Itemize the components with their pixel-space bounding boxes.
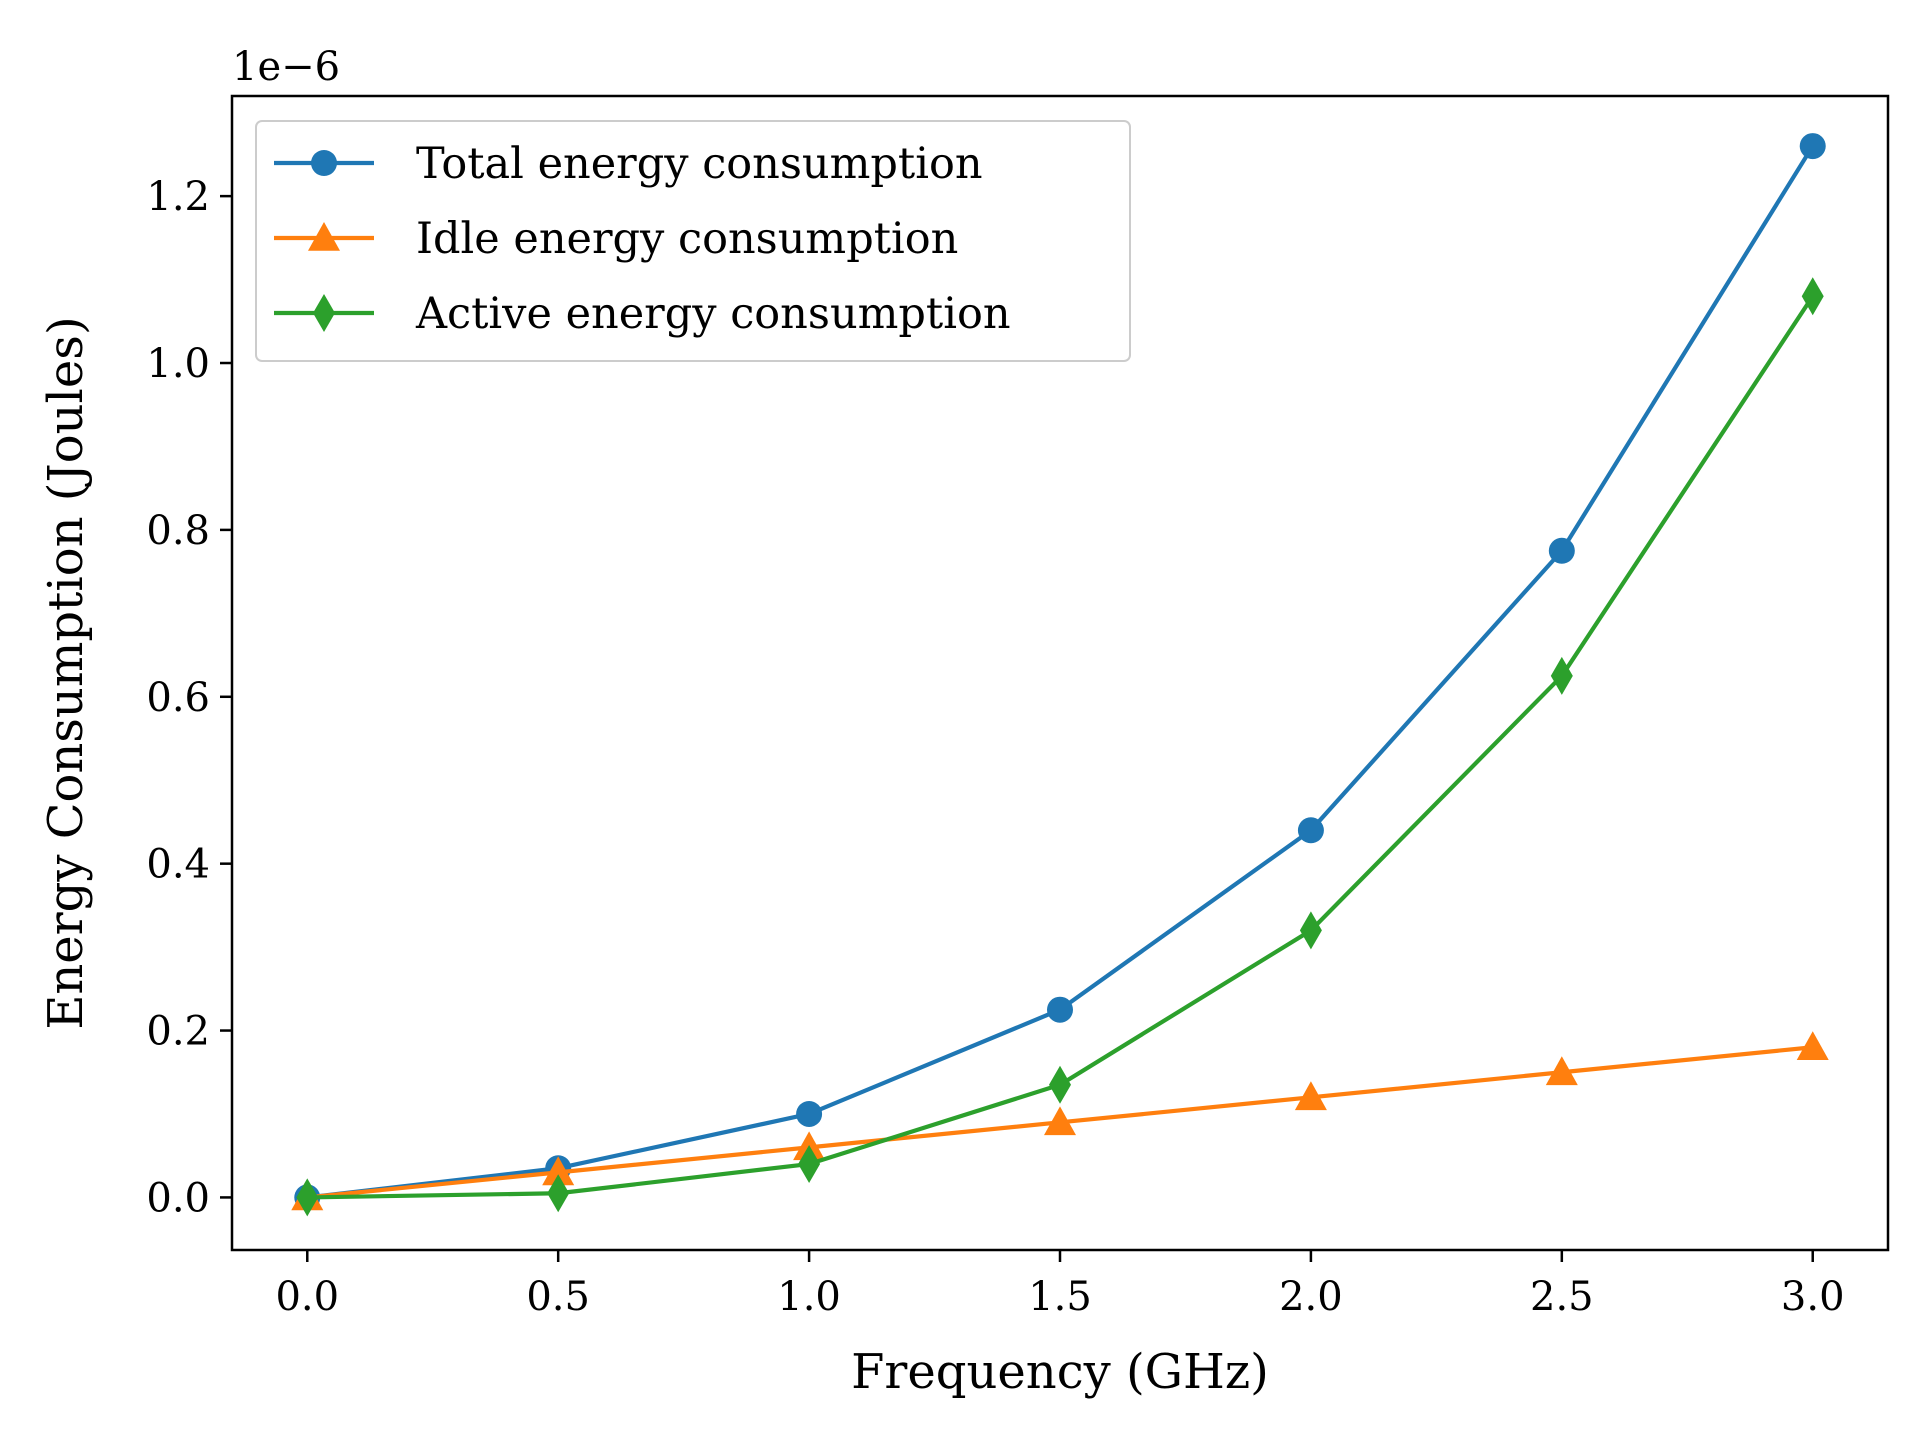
data-point [1047,996,1073,1023]
series-triangle [291,1031,1829,1211]
data-point [1049,1065,1071,1104]
legend-marker [313,294,335,332]
y-tick-label: 0.8 [146,508,210,554]
y-axis-title: Energy Consumption (Joules) [38,316,94,1029]
data-point [542,1156,575,1186]
x-axis: 0.0 0.5 1.0 1.5 2.0 2.5 3.0 [275,1250,1845,1320]
x-tick-label: 0.0 [275,1274,339,1320]
data-point [1299,911,1322,950]
x-tick-label: 0.5 [526,1274,590,1320]
data-point [547,1174,570,1213]
legend: Total energy consumption Idle energy cons… [255,120,1131,362]
data-point [796,1100,823,1127]
legend-label: Idle energy consumption [416,214,958,264]
data-point [1297,817,1324,844]
data-point [798,1145,821,1184]
y-tick-label: 0.4 [146,842,210,888]
y-tick-label: 0.6 [146,675,210,721]
y-axis-offset-label: 1e−6 [232,44,340,90]
data-point [1550,656,1573,695]
legend-marker [308,222,340,251]
x-tick-label: 2.5 [1530,1274,1594,1320]
legend-marker [311,150,337,176]
x-tick-label: 1.0 [777,1274,841,1320]
data-point [296,1178,319,1217]
data-point [1796,1031,1829,1061]
data-point [1294,1081,1327,1111]
data-point [1044,1106,1076,1136]
data-point [1548,537,1575,564]
y-tick-label: 1.2 [146,174,210,220]
legend-item: Idle energy consumption [274,214,958,264]
data-point [1799,133,1826,160]
data-point [1545,1056,1578,1086]
legend-item: Active energy consumption [274,289,1011,339]
series-layer [291,133,1829,1217]
x-tick-label: 1.5 [1028,1274,1092,1320]
y-tick-label: 1.0 [146,341,210,387]
y-axis: 0.0 0.2 0.4 0.6 0.8 1.0 1.2 [146,174,232,1221]
data-point [1801,277,1824,316]
y-tick-label: 0.0 [146,1175,210,1221]
x-tick-label: 3.0 [1781,1274,1845,1320]
x-axis-title: Frequency (GHz) [851,1344,1269,1400]
legend-label: Total energy consumption [416,139,983,189]
legend-label: Active energy consumption [415,289,1011,339]
x-tick-label: 2.0 [1279,1274,1343,1320]
series-diamond [296,277,1824,1217]
legend-box [255,120,1131,362]
legend-item: Total energy consumption [274,139,983,189]
y-tick-label: 0.2 [146,1009,210,1055]
